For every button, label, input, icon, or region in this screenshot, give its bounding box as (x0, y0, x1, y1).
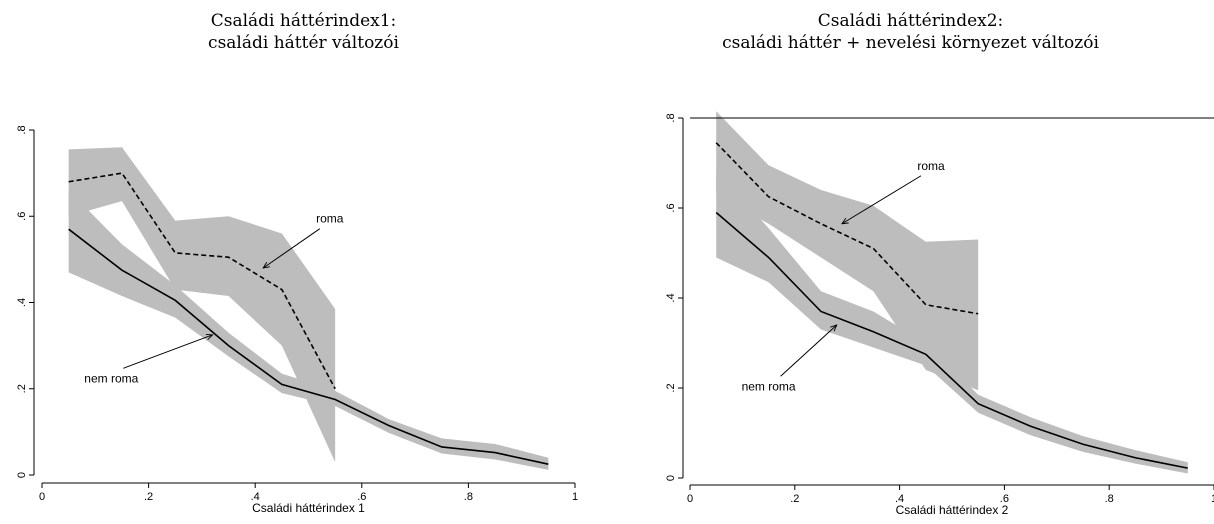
x-tick-label: .4 (251, 491, 260, 503)
chart-title-left: Családi háttérindex1: családi háttér vál… (0, 10, 607, 54)
chart-title-line2: családi háttér változói (208, 33, 399, 53)
chart-title-line1: Családi háttérindex1: (210, 11, 397, 31)
annotation-label: roma (316, 212, 344, 226)
chart-title-right: Családi háttérindex2: családi háttér + n… (607, 10, 1214, 54)
y-tick-label: .2 (16, 384, 28, 393)
x-axis-title: Családi háttérindex 2 (896, 503, 1009, 517)
y-tick-label: .4 (16, 298, 28, 307)
annotation-arrow (263, 228, 321, 268)
y-tick-label: 0 (665, 475, 677, 481)
chart-panel-right: Családi háttérindex2: családi háttér + n… (607, 0, 1214, 524)
x-axis-title: Családi háttérindex 1 (252, 501, 365, 515)
series-line-roma (715, 142, 979, 315)
x-tick-label: 0 (39, 491, 45, 503)
annotation-label: nem roma (84, 371, 138, 385)
x-tick-label: .6 (1000, 493, 1009, 505)
chart-title-line1: Családi háttérindex2: (817, 11, 1004, 31)
x-tick-label: 1 (1211, 493, 1214, 505)
annotation-arrow (123, 335, 212, 369)
annotation-arrow (780, 325, 837, 377)
annotation-label: nem roma (742, 379, 796, 393)
y-tick-label: 0 (16, 472, 28, 478)
x-tick-label: .8 (464, 491, 473, 503)
series-line-roma (68, 172, 336, 390)
annotation-arrow (842, 175, 922, 224)
x-tick-label: .2 (790, 493, 799, 505)
chart-title-line2: családi háttér + nevelési környezet vált… (722, 33, 1099, 53)
chart-panel-left: Családi háttérindex1: családi háttér vál… (0, 10, 607, 515)
line-chart-left: 0 .2 .4 .6 .8 1 0 .2 .4 .6 .8 Családi háttérindex 1… (16, 125, 578, 515)
y-tick-label: .4 (665, 293, 677, 302)
x-tick-label: 1 (572, 491, 578, 503)
x-tick-label: .8 (1105, 493, 1114, 505)
x-tick-label: .4 (895, 493, 904, 505)
ci-band-roma (716, 111, 979, 391)
ci-band-roma (68, 147, 336, 463)
x-tick-label: .6 (357, 491, 366, 503)
series-line-nem-roma (68, 228, 549, 466)
line-chart-right: 0 .2 .4 .6 .8 1 0 .2 .4 .6 .8 Családi háttérindex 2… (665, 111, 1214, 517)
x-tick-label: .2 (144, 491, 153, 503)
annotation-label: roma (917, 159, 945, 173)
x-tick-label: 0 (687, 493, 693, 505)
y-tick-label: .8 (665, 113, 677, 122)
y-tick-label: .6 (16, 212, 28, 221)
y-tick-label: .8 (16, 125, 28, 134)
series-line-nem-roma (715, 211, 1188, 469)
y-tick-label: .6 (665, 203, 677, 212)
y-tick-label: .2 (665, 383, 677, 392)
